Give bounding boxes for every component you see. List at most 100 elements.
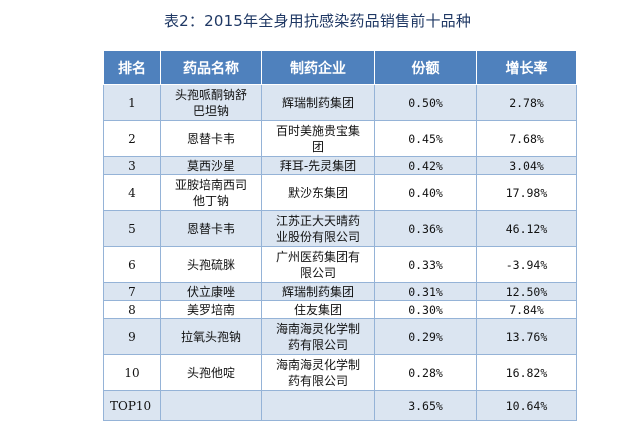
growth-cell: -3.94% (476, 246, 577, 283)
total-drug-cell (160, 390, 262, 421)
table-row: 3 莫西沙星 拜耳-先灵集团 0.42% 3.04% (103, 156, 577, 175)
rank-cell: 10 (103, 354, 161, 391)
share-cell: 0.31% (374, 282, 477, 301)
drug-name-cell: 亚胺培南西司 他丁钠 (160, 174, 262, 211)
company-line: 辉瑞制药集团 (281, 284, 354, 299)
rank-cell: 3 (103, 156, 161, 175)
table-row: 2 恩替卡韦 百时美施贵宝集团 0.45% 7.68% (103, 120, 577, 157)
company-line: 拜耳-先灵集团 (279, 158, 357, 173)
company-line: 海南海灵化学制 (275, 357, 360, 372)
total-company-cell (261, 390, 375, 421)
drug-name-line: 亚胺培南西司 (174, 177, 247, 192)
page-title: 表2：2015年全身用抗感染药品销售前十品种 (163, 12, 472, 30)
drug-name-line: 巴坦钠 (192, 103, 229, 118)
table-row: 4 亚胺培南西司 他丁钠 默沙东集团 0.40% 17.98% (103, 174, 577, 211)
total-rank-cell: TOP10 (103, 390, 161, 421)
rank-cell: 1 (103, 84, 161, 121)
growth-cell: 3.04% (476, 156, 577, 175)
rank-cell: 9 (103, 318, 161, 355)
company-cell: 海南海灵化学制 药有限公司 (261, 318, 375, 355)
drug-name-line: 恩替卡韦 (186, 221, 235, 236)
share-cell: 0.33% (374, 246, 477, 283)
rank-cell: 4 (103, 174, 161, 211)
company-cell: 辉瑞制药集团 (261, 84, 375, 121)
table-row: 6 头孢硫脒 广州医药集团有 限公司 0.33% -3.94% (103, 246, 577, 283)
growth-cell: 46.12% (476, 210, 577, 247)
table-body: 1 头孢哌酮钠舒 巴坦钠 辉瑞制药集团 0.50% 2.78% 2 恩替卡韦 百时美施贵宝集团 0… (103, 84, 577, 421)
growth-cell: 7.84% (476, 300, 577, 319)
growth-cell: 13.76% (476, 318, 577, 355)
share-cell: 0.40% (374, 174, 477, 211)
share-cell: 0.28% (374, 354, 477, 391)
header-company: 制药企业 (261, 50, 375, 85)
table-row: 1 头孢哌酮钠舒 巴坦钠 辉瑞制药集团 0.50% 2.78% (103, 84, 577, 121)
drug-name-line: 伏立康唑 (186, 284, 235, 299)
company-line: 药有限公司 (287, 337, 348, 352)
company-line: 百时美施贵宝集 (275, 123, 360, 138)
drug-name-line: 头孢硫脒 (186, 257, 235, 272)
drug-name-line: 美罗培南 (186, 302, 235, 317)
share-cell: 0.30% (374, 300, 477, 319)
drug-name-line: 莫西沙星 (186, 158, 235, 173)
drug-name-line: 他丁钠 (192, 193, 229, 208)
company-line: 江苏正大天晴药 (275, 213, 360, 228)
share-cell: 0.45% (374, 120, 477, 157)
company-line: 海南海灵化学制 (275, 321, 360, 336)
total-share-cell: 3.65% (374, 390, 477, 421)
company-line: 广州医药集团有 (275, 249, 360, 264)
rank-cell: 5 (103, 210, 161, 247)
company-line: 辉瑞制药集团 (281, 95, 354, 110)
header-drug-name: 药品名称 (160, 50, 262, 85)
drug-name-cell: 恩替卡韦 (160, 210, 262, 247)
company-cell: 拜耳-先灵集团 (261, 156, 375, 175)
company-cell: 江苏正大天晴药 业股份有限公司 (261, 210, 375, 247)
table-row: 7 伏立康唑 辉瑞制药集团 0.31% 12.50% (103, 282, 577, 301)
company-line: 药有限公司 (287, 373, 348, 388)
growth-cell: 7.68% (476, 120, 577, 157)
drug-name-cell: 恩替卡韦 (160, 120, 262, 157)
table-row: 8 美罗培南 住友集团 0.30% 7.84% (103, 300, 577, 319)
drug-name-line: 头孢他啶 (186, 365, 235, 380)
total-row: TOP10 3.65% 10.64% (103, 390, 577, 421)
company-cell: 广州医药集团有 限公司 (261, 246, 375, 283)
header-row: 排名 药品名称 制药企业 份额 增长率 (103, 50, 577, 85)
drug-name-cell: 头孢哌酮钠舒 巴坦钠 (160, 84, 262, 121)
company-line: 限公司 (299, 265, 336, 280)
share-cell: 0.42% (374, 156, 477, 175)
growth-cell: 16.82% (476, 354, 577, 391)
drug-name-line: 头孢哌酮钠舒 (174, 87, 247, 102)
rank-cell: 7 (103, 282, 161, 301)
drug-name-cell: 美罗培南 (160, 300, 262, 319)
growth-cell: 2.78% (476, 84, 577, 121)
company-cell: 百时美施贵宝集团 (261, 120, 375, 157)
company-cell: 住友集团 (261, 300, 375, 319)
drug-name-cell: 伏立康唑 (160, 282, 262, 301)
drug-name-cell: 拉氧头孢钠 (160, 318, 262, 355)
rank-cell: 6 (103, 246, 161, 283)
company-line: 默沙东集团 (287, 185, 348, 200)
drug-name-cell: 莫西沙星 (160, 156, 262, 175)
share-cell: 0.29% (374, 318, 477, 355)
growth-cell: 17.98% (476, 174, 577, 211)
drug-name-line: 恩替卡韦 (186, 131, 235, 146)
header-growth: 增长率 (476, 50, 577, 85)
table-row: 9 拉氧头孢钠 海南海灵化学制 药有限公司 0.29% 13.76% (103, 318, 577, 355)
company-cell: 默沙东集团 (261, 174, 375, 211)
growth-cell: 12.50% (476, 282, 577, 301)
header-share: 份额 (374, 50, 477, 85)
share-cell: 0.50% (374, 84, 477, 121)
header-rank: 排名 (103, 50, 161, 85)
drug-name-cell: 头孢硫脒 (160, 246, 262, 283)
company-cell: 辉瑞制药集团 (261, 282, 375, 301)
sales-table: 排名 药品名称 制药企业 份额 增长率 1 头孢哌酮钠舒 巴坦钠 辉瑞制药集团 0.50… (103, 50, 577, 421)
company-line: 业股份有限公司 (275, 229, 360, 244)
table-row: 10 头孢他啶 海南海灵化学制 药有限公司 0.28% 16.82% (103, 354, 577, 391)
drug-name-line: 拉氧头孢钠 (180, 329, 241, 344)
rank-cell: 2 (103, 120, 161, 157)
total-growth-cell: 10.64% (476, 390, 577, 421)
rank-cell: 8 (103, 300, 161, 319)
share-cell: 0.36% (374, 210, 477, 247)
company-line: 团 (311, 139, 324, 154)
drug-name-cell: 头孢他啶 (160, 354, 262, 391)
company-cell: 海南海灵化学制 药有限公司 (261, 354, 375, 391)
